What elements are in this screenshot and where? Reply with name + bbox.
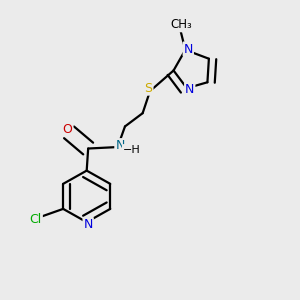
- Text: Cl: Cl: [30, 213, 42, 226]
- Text: S: S: [145, 82, 152, 95]
- Text: −H: −H: [123, 145, 141, 155]
- Text: CH₃: CH₃: [170, 18, 192, 32]
- Text: N: N: [184, 43, 193, 56]
- Text: N: N: [83, 218, 93, 231]
- Text: N: N: [185, 83, 194, 96]
- Text: O: O: [63, 123, 73, 136]
- Text: N: N: [115, 139, 125, 152]
